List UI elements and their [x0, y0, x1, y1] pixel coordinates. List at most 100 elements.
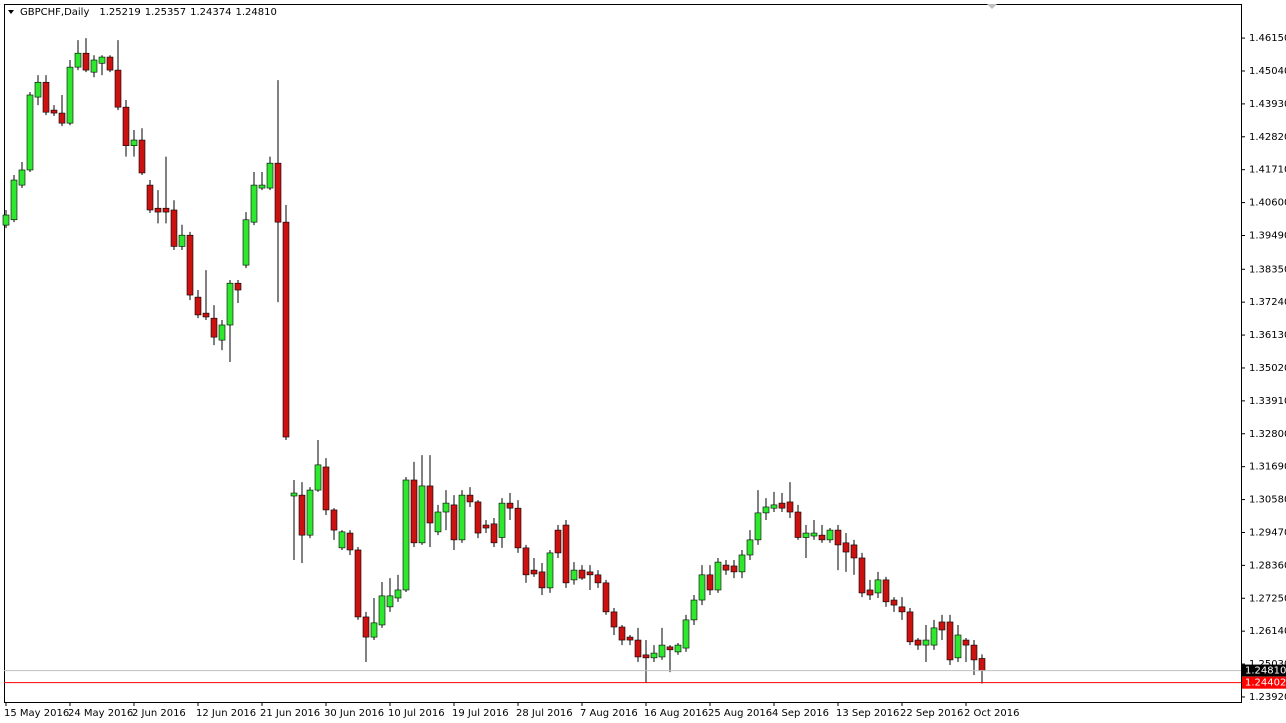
candle-body [698, 574, 706, 601]
x-tick-label: 22 Sep 2016 [900, 708, 963, 719]
x-tick-label: 2 Jun 2016 [132, 708, 186, 719]
candle-body [298, 494, 306, 536]
candle-body [386, 595, 394, 608]
candle-body [370, 622, 378, 638]
candle-body [34, 81, 42, 98]
candle-body [58, 112, 66, 124]
candle-body [2, 214, 10, 226]
dropdown-icon[interactable] [8, 10, 14, 14]
candle-body [498, 502, 506, 538]
candle-body [746, 539, 754, 556]
candle-body [522, 547, 530, 576]
candle-body [938, 621, 946, 631]
candle-body [482, 524, 490, 529]
y-tick-label: 1.41710 [1249, 165, 1286, 176]
candle-body [946, 621, 954, 661]
candle-body [826, 529, 834, 541]
candle-body [898, 606, 906, 613]
candle-body [906, 611, 914, 643]
candle-body [658, 644, 666, 658]
candle-body [90, 59, 98, 73]
y-tick-label: 1.40600 [1249, 198, 1286, 209]
candle-body [122, 106, 130, 146]
candle-body [50, 109, 58, 114]
y-tick-label: 1.33910 [1249, 396, 1286, 407]
y-tick-label: 1.42820 [1249, 132, 1286, 143]
candle-body [778, 502, 786, 509]
y-tick-label: 1.38350 [1249, 264, 1286, 275]
candle-body [634, 639, 642, 658]
candle-body [138, 139, 146, 174]
candle-body [586, 571, 594, 576]
x-tick-label: 30 Jun 2016 [324, 708, 384, 719]
candle-body [930, 627, 938, 646]
candle-body [530, 569, 538, 575]
candle-body [594, 574, 602, 584]
candle-body [218, 324, 226, 341]
candle-body [434, 511, 442, 533]
candle-body [306, 489, 314, 536]
candle-body [162, 207, 170, 213]
header-value: 1.25357 [145, 7, 186, 18]
x-tick-label: 13 Sep 2016 [836, 708, 899, 719]
candle-body [250, 184, 258, 223]
header-value: 1.24374 [190, 7, 231, 18]
candle-body [106, 56, 114, 71]
candle-body [154, 207, 162, 213]
candle-body [242, 219, 250, 266]
candle-body [130, 139, 138, 146]
candle-body [722, 564, 730, 571]
y-tick-label: 1.46150 [1249, 33, 1286, 44]
candle-body [98, 56, 106, 64]
candle-body [418, 485, 426, 544]
candle-body [346, 532, 354, 551]
candle-body [282, 221, 290, 438]
candle-body [170, 209, 178, 247]
candle-body [578, 569, 586, 579]
candle-body [186, 234, 194, 296]
candle-body [842, 542, 850, 553]
shift-marker [987, 4, 997, 9]
header-values: 1.25219 1.25357 1.24374 1.24810 [99, 7, 276, 18]
candle-body [266, 162, 274, 189]
candle-body [26, 94, 34, 171]
candle-body [490, 523, 498, 544]
header-value: 1.24810 [235, 7, 276, 18]
y-tick-label: 1.25030 [1249, 659, 1286, 670]
candle-body [618, 626, 626, 641]
candle-body [602, 582, 610, 613]
y-tick-label: 1.39490 [1249, 230, 1286, 241]
candle-body [474, 501, 482, 534]
candle-body [458, 494, 466, 541]
candle-body [922, 639, 930, 646]
candle-body [394, 589, 402, 599]
y-tick-label: 1.45040 [1249, 66, 1286, 77]
candle-body [378, 595, 386, 626]
candle-body [962, 639, 970, 646]
candle-body [546, 552, 554, 589]
candle-body [690, 599, 698, 621]
candle-body [666, 646, 674, 651]
candle-body [178, 234, 186, 247]
candle-body [514, 507, 522, 549]
y-tick-label: 1.27250 [1249, 593, 1286, 604]
x-tick-label: 12 Jun 2016 [196, 708, 256, 719]
candle-body [146, 184, 154, 211]
candle-body [114, 69, 122, 108]
candle-body [18, 169, 26, 186]
candle-body [354, 549, 362, 618]
candle-body [890, 599, 898, 606]
price-label-box [1242, 664, 1286, 677]
candle-body [642, 654, 650, 659]
candle-body [10, 179, 18, 221]
candle-body [426, 485, 434, 524]
candle-body [226, 282, 234, 326]
price-label: 1.24402 [1245, 678, 1286, 689]
candle-body [290, 492, 298, 497]
candle-body [562, 524, 570, 584]
candle-body [450, 504, 458, 541]
x-tick-label: 25 Aug 2016 [708, 708, 772, 719]
